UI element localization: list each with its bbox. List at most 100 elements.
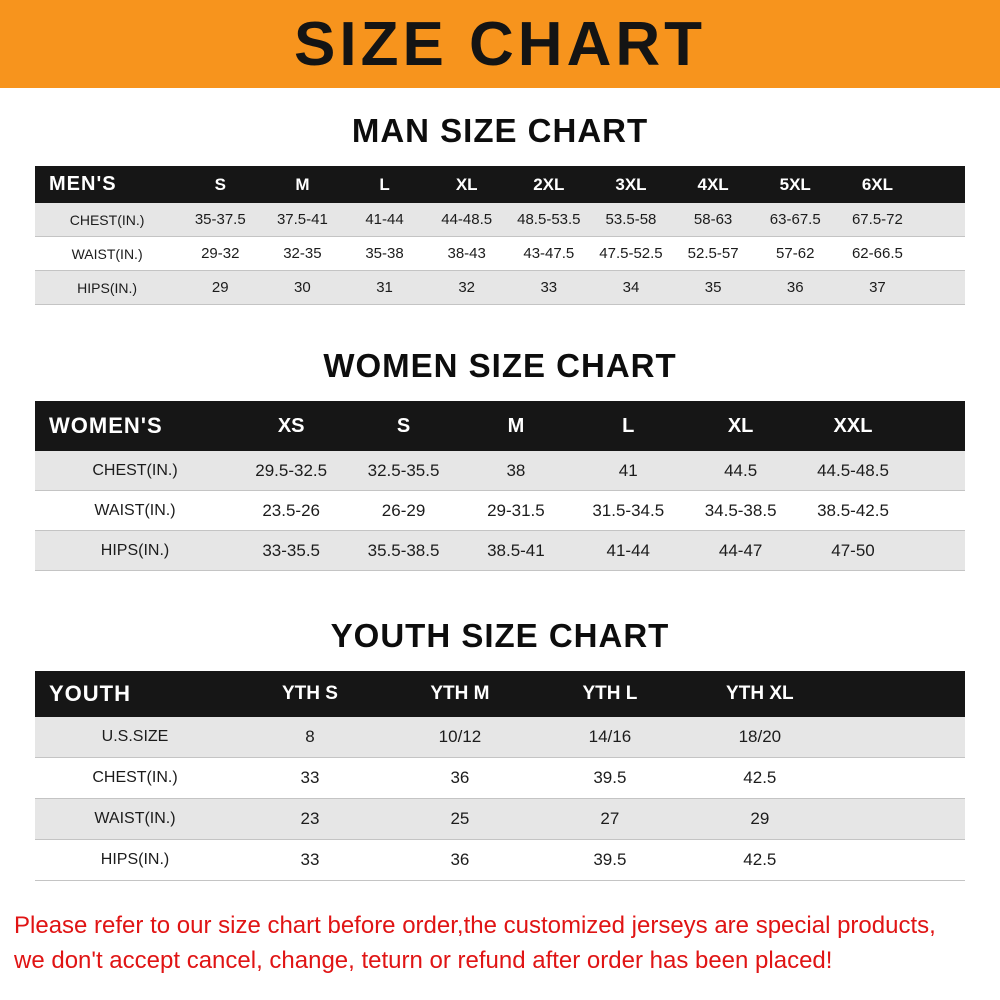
size-value: 34.5-38.5: [704, 500, 777, 520]
size-value: 57-62: [776, 245, 815, 262]
size-column-header: 3XL: [589, 166, 673, 203]
size-value: 63-67.5: [769, 211, 821, 228]
size-value: 37: [869, 279, 886, 296]
size-value: 18/20: [738, 727, 782, 746]
row-label: CHEST(IN.): [92, 769, 178, 786]
size-value: 33: [300, 850, 320, 869]
size-value: 36: [450, 768, 470, 787]
measurement-row: U.S.SIZE 8 10/12 14/16 18/20: [35, 717, 965, 758]
size-value: 39.5: [593, 850, 627, 869]
size-value: 31: [376, 279, 393, 296]
measurement-row: WAIST(IN.) 29-32 32-35 35-38 38-43 43-47.5 47.…: [35, 237, 965, 271]
filler-cell: [909, 451, 965, 491]
measurement-row: HIPS(IN.) 33 36 39.5 42.5: [35, 840, 965, 881]
size-column-header: YTH S: [235, 671, 385, 717]
row-label: WAIST(IN.): [94, 501, 176, 519]
size-value: 44.5: [724, 460, 758, 480]
size-value: 44-48.5: [441, 211, 493, 228]
filler-cell: [919, 237, 966, 271]
row-label: CHEST(IN.): [69, 211, 145, 228]
size-value: 41: [618, 460, 638, 480]
measurement-row: WAIST(IN.) 23 25 27 29: [35, 798, 965, 840]
size-column-header: M: [261, 166, 344, 203]
disclaimer-line-1: Please refer to our size chart before or…: [14, 912, 936, 939]
size-value: 34: [622, 279, 640, 296]
size-value: 10/12: [438, 727, 482, 746]
row-label: HIPS(IN.): [100, 851, 170, 868]
table-header-row: YOUTH YTH S YTH M YTH L YTH XL: [35, 671, 965, 717]
filler-cell: [909, 491, 965, 531]
filler-cell: [835, 840, 965, 881]
table-title-cell: WOMEN'S: [35, 401, 235, 451]
size-value: 23.5-26: [262, 500, 321, 520]
filler-cell: [919, 271, 966, 305]
size-value: 52.5-57: [687, 245, 739, 262]
size-column-header: 5XL: [754, 166, 837, 203]
size-value: 38: [506, 460, 526, 480]
size-column-header: M: [459, 401, 573, 451]
size-column-header: L: [572, 401, 685, 451]
row-label: CHEST(IN.): [92, 461, 178, 479]
size-value: 33: [300, 768, 320, 787]
size-value: 25: [450, 809, 470, 828]
size-value: 41-44: [606, 540, 650, 560]
filler-cell: [835, 758, 965, 799]
size-value: 35: [704, 279, 722, 296]
women-size-heading: WOMEN SIZE CHART: [323, 347, 677, 384]
row-label: HIPS(IN.): [77, 279, 138, 296]
measurement-row: CHEST(IN.) 33 36 39.5 42.5: [35, 758, 965, 799]
size-chart-banner: SIZE CHART: [0, 0, 1000, 88]
row-label: HIPS(IN.): [100, 541, 170, 559]
table-header-row: MEN'S S M L XL 2XL 3XL 4XL 5XL 6XL: [35, 166, 965, 203]
measurement-row: HIPS(IN.) 33-35.5 35.5-38.5 38.5-41 41-44 44-…: [35, 530, 965, 571]
size-value: 35-37.5: [194, 211, 246, 228]
size-value: 62-66.5: [851, 245, 903, 262]
size-column-header: 2XL: [507, 166, 590, 203]
size-value: 38-43: [447, 245, 486, 262]
size-value: 33: [540, 279, 558, 296]
women-size-section: WOMEN SIZE CHART WOMEN'S XS S M L XL XXL CHEST(…: [0, 347, 1000, 571]
measurement-row: CHEST(IN.) 29.5-32.5 32.5-35.5 38 41 44.5 44.5…: [35, 451, 965, 491]
size-value: 67.5-72: [851, 211, 903, 228]
size-value: 29: [750, 809, 770, 828]
size-column-header: 6XL: [836, 166, 919, 203]
measurement-row: CHEST(IN.) 35-37.5 37.5-41 41-44 44-48.5 48.5…: [35, 203, 965, 237]
size-value: 29-31.5: [487, 500, 545, 520]
size-column-header: XL: [684, 401, 797, 451]
size-value: 37.5-41: [276, 211, 328, 228]
size-value: 36: [450, 850, 470, 869]
size-value: 32.5-35.5: [367, 460, 440, 480]
size-column-header: YTH L: [534, 671, 685, 717]
size-column-header: XS: [235, 401, 348, 451]
row-label: U.S.SIZE: [101, 728, 169, 745]
filler-cell: [909, 401, 965, 451]
disclaimer-line-2: we don't accept cancel, change, teturn o…: [14, 946, 833, 974]
size-value: 43-47.5: [523, 245, 575, 262]
size-column-header: 4XL: [672, 166, 755, 203]
size-value: 14/16: [588, 727, 632, 746]
size-value: 35-38: [365, 245, 404, 262]
size-value: 38.5-42.5: [817, 500, 889, 520]
women-size-table: WOMEN'S XS S M L XL XXL CHEST(IN.) 29.5-32.5 32.5…: [35, 401, 965, 571]
man-size-section: MAN SIZE CHART MEN'S S M L XL 2XL 3XL 4XL 5XL 6XL…: [0, 112, 1000, 305]
size-column-header: L: [343, 166, 426, 203]
size-column-header: S: [347, 401, 460, 451]
size-value: 31.5-34.5: [592, 500, 665, 520]
filler-cell: [834, 671, 965, 717]
size-value: 33-35.5: [262, 540, 321, 560]
measurement-row: WAIST(IN.) 23.5-26 26-29 29-31.5 31.5-34.5 34…: [35, 491, 965, 531]
table-title-cell: MEN'S: [35, 166, 180, 203]
size-column-header: YTH XL: [684, 671, 835, 717]
size-value: 36: [786, 279, 804, 296]
size-column-header: YTH M: [384, 671, 535, 717]
size-value: 30: [294, 279, 311, 296]
man-size-heading: MAN SIZE CHART: [351, 112, 649, 149]
size-value: 44.5-48.5: [817, 460, 889, 480]
size-value: 29: [211, 279, 229, 296]
size-value: 8: [305, 727, 315, 746]
size-value: 27: [600, 809, 620, 828]
order-disclaimer: Please refer to our size chart before or…: [14, 909, 986, 979]
size-value: 39.5: [593, 768, 627, 787]
filler-cell: [835, 717, 965, 758]
size-value: 47.5-52.5: [599, 245, 663, 262]
